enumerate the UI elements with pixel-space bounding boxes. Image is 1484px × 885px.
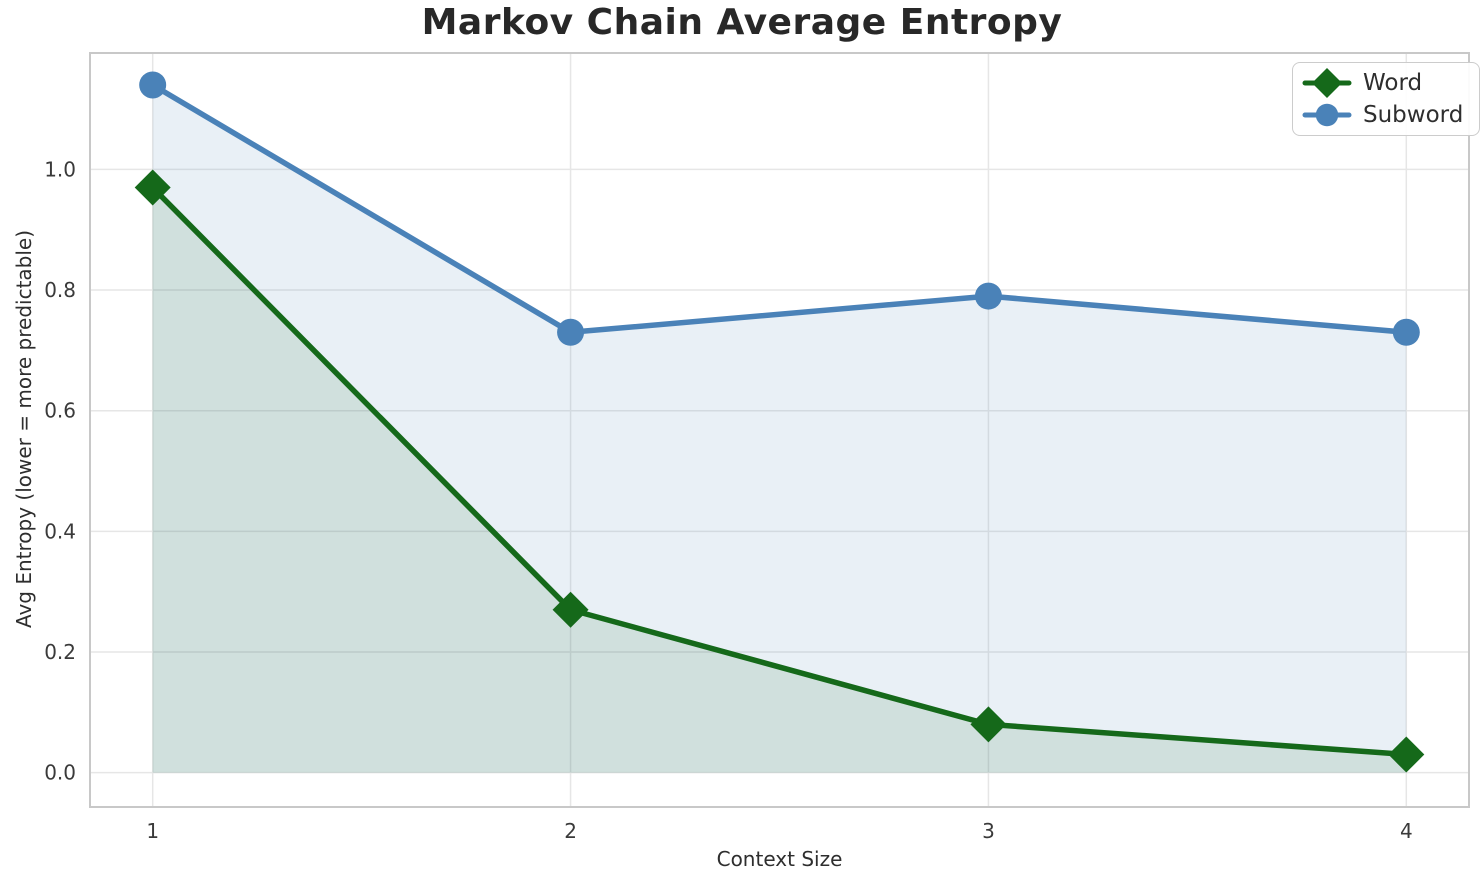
x-axis-label: Context Size (716, 847, 843, 871)
y-tick-label: 0.2 (44, 640, 76, 664)
legend-item-subword: Subword (1302, 100, 1464, 130)
marker-word-3 (970, 706, 1007, 743)
legend-diamond-icon (1302, 68, 1352, 98)
marker-subword-4 (1392, 318, 1420, 346)
line-word (149, 184, 1410, 758)
y-axis-label: Avg Entropy (lower = more predictable) (12, 229, 36, 629)
plot-border (89, 52, 1470, 808)
legend: Word Subword (1292, 62, 1481, 136)
y-tick-label: 1.0 (44, 157, 76, 181)
x-tick-label: 3 (982, 819, 995, 843)
legend-circle-icon (1302, 103, 1352, 127)
area-word (152, 187, 1407, 773)
legend-item-word: Word (1302, 68, 1463, 98)
legend-label: Word (1363, 70, 1423, 96)
legend-label: Subword (1363, 102, 1464, 128)
marker-word-1 (134, 169, 171, 206)
x-tick-label: 1 (146, 819, 159, 843)
chart-title: Markov Chain Average Entropy (421, 2, 1063, 43)
legend-marker-word (1312, 68, 1342, 98)
y-tick-label: 0.8 (44, 278, 76, 302)
y-tick-label: 0.6 (44, 399, 76, 423)
marker-subword-3 (974, 282, 1002, 310)
y-tick-label: 0.0 (44, 761, 76, 785)
marker-word-2 (552, 591, 589, 628)
line-subword (149, 82, 1410, 336)
x-tick-label: 2 (564, 819, 577, 843)
marker-word-4 (1388, 736, 1425, 773)
y-tick-label: 0.4 (44, 519, 76, 543)
marker-subword-1 (139, 71, 167, 99)
x-tick-label: 4 (1400, 819, 1413, 843)
marker-subword-2 (557, 318, 585, 346)
area-subword (152, 84, 1407, 773)
legend-marker-subword (1315, 103, 1339, 127)
